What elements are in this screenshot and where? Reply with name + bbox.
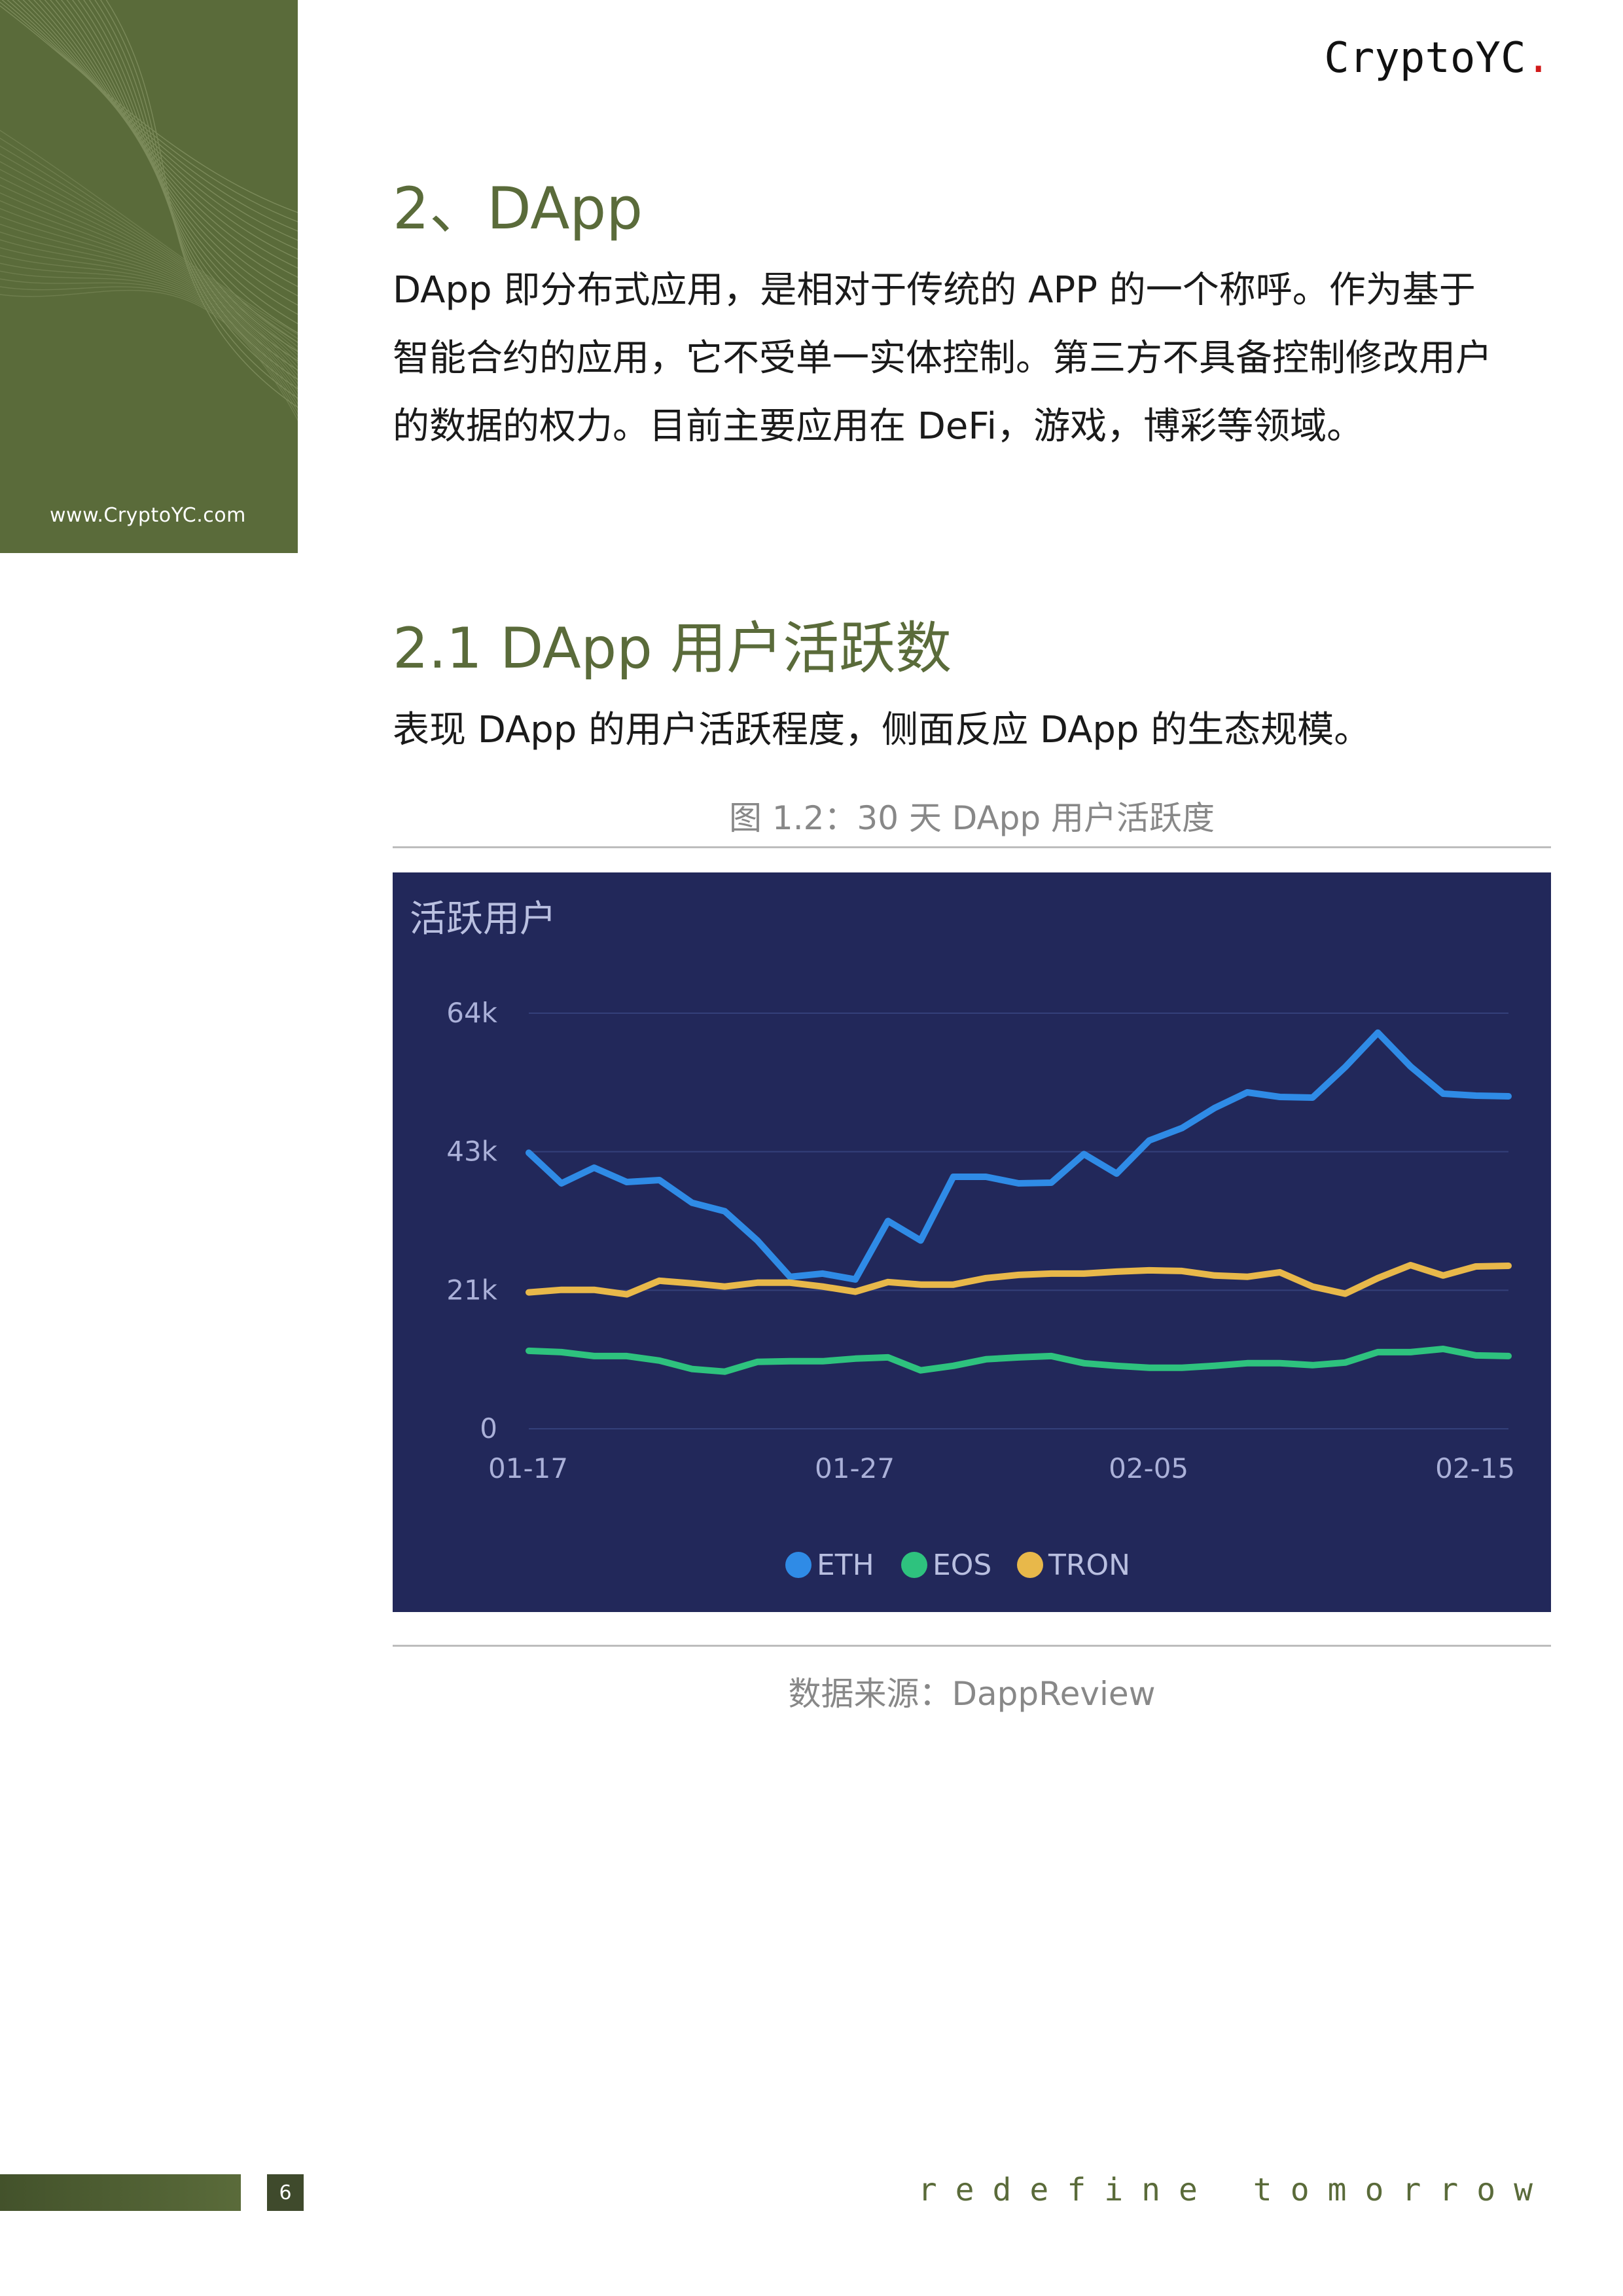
decorative-wave-lines (0, 0, 298, 422)
legend-label-eth: ETH (817, 1549, 874, 1582)
line-chart: 活跃用户 0 21k 43k 64k 01-17 01-27 02-05 02-15 ETH EOS… (410, 898, 1515, 1582)
y-tick-label: 21k (446, 1274, 497, 1306)
x-tick-label: 02-15 (1435, 1452, 1515, 1484)
section-heading: 2、DApp (393, 175, 643, 242)
brand-dot: . (1525, 34, 1551, 82)
figure-source: 数据来源：DappReview (788, 1675, 1156, 1713)
chart-panel: 活跃用户 0 21k 43k 64k 01-17 01-27 02-05 02-15 ETH EOS… (393, 872, 1551, 1612)
paragraph-line: 的数据的权力。目前主要应用在 DeFi，游戏，博彩等领域。 (393, 405, 1364, 448)
brand-logo: CryptoYC. (1324, 34, 1551, 82)
paragraph-line: DApp 即分布式应用，是相对于传统的 APP 的一个称呼。作为基于 (393, 269, 1476, 312)
legend-label-tron: TRON (1048, 1549, 1130, 1582)
brand-name: CryptoYC (1324, 34, 1526, 82)
sidebar-panel: www.CryptoYC.com (0, 0, 298, 553)
footer-bar (0, 2174, 241, 2211)
footer-tagline: redefine tomorrow (918, 2172, 1551, 2208)
page-number: 6 (267, 2174, 304, 2211)
x-tick-label: 02-05 (1109, 1452, 1188, 1484)
subsection-heading: 2.1 DApp 用户活跃数 (393, 616, 952, 681)
divider (393, 1645, 1551, 1647)
divider (393, 846, 1551, 848)
paragraph-line: 智能合约的应用，它不受单一实体控制。第三方不具备控制修改用户 (393, 337, 1492, 380)
sidebar-url[interactable]: www.CryptoYC.com (50, 504, 246, 527)
series-line-eos (526, 1346, 1512, 1375)
y-tick-label: 64k (446, 997, 497, 1029)
y-tick-label: 0 (480, 1412, 497, 1444)
series-line-eth (526, 1029, 1512, 1283)
x-tick-label: 01-17 (488, 1452, 568, 1484)
legend-marker-eos (901, 1552, 927, 1578)
subsection-paragraph: 表现 DApp 的用户活跃程度，侧面反应 DApp 的生态规模。 (393, 709, 1371, 751)
legend-marker-tron (1017, 1552, 1043, 1578)
x-tick-label: 01-27 (815, 1452, 895, 1484)
series-line-tron (526, 1262, 1512, 1298)
section-paragraph: DApp 即分布式应用，是相对于传统的 APP 的一个称呼。作为基于 智能合约的… (393, 257, 1551, 461)
y-tick-label: 43k (446, 1136, 497, 1168)
legend-marker-eth (785, 1552, 812, 1578)
legend-label-eos: EOS (933, 1549, 991, 1582)
chart-title: 活跃用户 (410, 898, 556, 941)
figure-caption: 图 1.2：30 天 DApp 用户活跃度 (728, 799, 1215, 837)
